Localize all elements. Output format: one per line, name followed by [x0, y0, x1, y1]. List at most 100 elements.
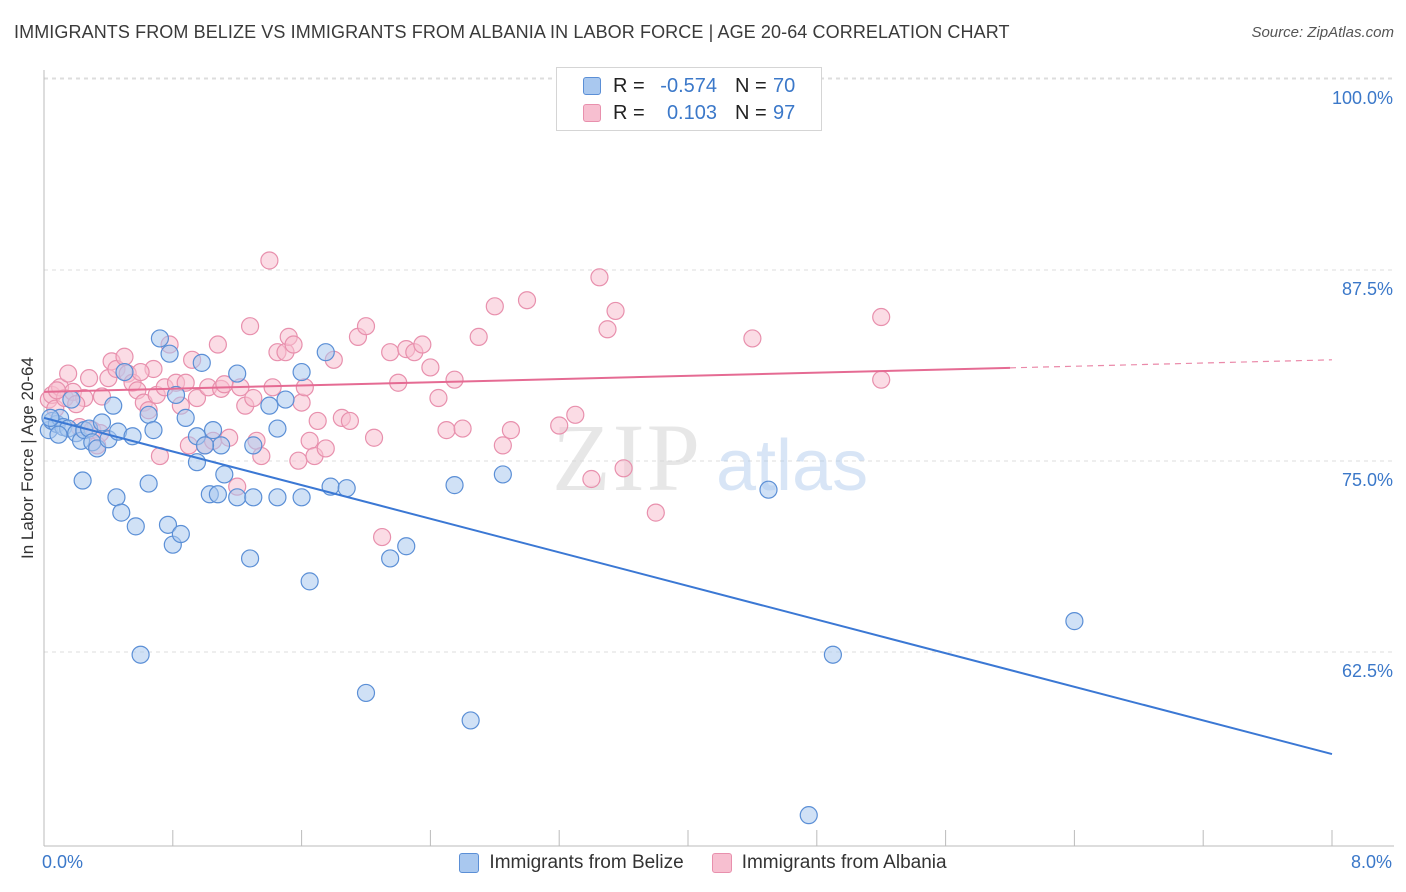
- albania-point: [292, 393, 311, 412]
- belize-point: [212, 436, 231, 455]
- belize-point: [176, 408, 195, 427]
- belize-point: [92, 413, 112, 432]
- y-tick-labels: 62.5% 75.0% 87.5% 100.0%: [1332, 88, 1393, 681]
- series-legend-albania[interactable]: Immigrants from Albania: [711, 852, 947, 874]
- belize-swatch: [583, 77, 601, 95]
- x-tick-max: 8.0%: [1350, 852, 1392, 872]
- albania-point: [381, 343, 400, 362]
- albania-point: [469, 327, 488, 346]
- belize-r-value: -0.574: [660, 74, 717, 97]
- belize-point: [203, 421, 223, 440]
- belize-point: [150, 329, 170, 348]
- belize-point: [115, 362, 134, 382]
- belize-point: [337, 479, 356, 498]
- belize-point: [139, 405, 158, 424]
- belize-point: [260, 396, 279, 415]
- albania-point: [429, 388, 448, 408]
- albania-r-label: R =: [613, 101, 645, 124]
- albania-point: [244, 388, 263, 408]
- albania-point: [437, 421, 456, 440]
- albania-point: [316, 439, 335, 458]
- belize-point: [759, 480, 778, 499]
- belize-point: [139, 474, 158, 493]
- belize-point: [461, 711, 480, 730]
- albania-point: [453, 419, 472, 438]
- watermark: ZIP atlas: [552, 404, 868, 511]
- belize-point: [244, 488, 263, 507]
- albania-point: [743, 329, 762, 348]
- belize-point: [292, 362, 311, 382]
- albania-point: [187, 388, 207, 408]
- albania-point: [308, 411, 327, 431]
- series-legend-belize[interactable]: Immigrants from Belize: [459, 852, 684, 874]
- albania-point: [501, 421, 520, 440]
- albania-point: [485, 297, 504, 316]
- series-legend: Immigrants from Belize Immigrants from A…: [0, 852, 1406, 874]
- belize-point: [381, 549, 400, 568]
- legend-row-albania: R = 0.103 N = 97: [583, 100, 795, 126]
- belize-point: [228, 364, 247, 383]
- belize-point: [228, 488, 247, 507]
- albania-n-label: N =: [735, 101, 767, 124]
- watermark-atlas: atlas: [716, 426, 868, 506]
- belize-point: [240, 549, 260, 568]
- belize-point: [244, 436, 263, 455]
- albania-point: [176, 373, 195, 392]
- belize-point: [356, 683, 376, 703]
- belize-point: [300, 572, 319, 591]
- albania-point: [493, 436, 512, 455]
- albania-point: [59, 364, 78, 383]
- belize-point: [493, 465, 512, 484]
- belize-legend-label: Immigrants from Belize: [489, 852, 684, 873]
- albania-point: [590, 268, 609, 287]
- belize-n-value: 70: [773, 74, 796, 97]
- trend-lines: [43, 359, 1333, 756]
- albania-trend-line-extension: [1009, 359, 1333, 369]
- belize-point: [62, 390, 81, 409]
- y-tick-label: 87.5%: [1342, 279, 1393, 299]
- belize-point: [73, 471, 92, 490]
- albania-point: [373, 527, 392, 547]
- albania-r-value: 0.103: [666, 101, 717, 124]
- belize-point: [445, 476, 464, 495]
- belize-point: [41, 408, 60, 427]
- belize-point: [292, 488, 311, 507]
- albania-point: [872, 370, 891, 389]
- albania-point: [364, 428, 384, 447]
- albania-point: [421, 358, 440, 377]
- belize-legend-swatch: [459, 853, 480, 873]
- albania-point: [550, 416, 569, 435]
- x-tick-min: 0.0%: [42, 852, 84, 872]
- albania-point: [300, 431, 319, 450]
- albania-point: [289, 451, 308, 470]
- albania-point: [646, 503, 665, 522]
- albania-point: [872, 307, 891, 327]
- albania-point: [47, 381, 66, 400]
- albania-trend-line: [43, 366, 1011, 393]
- albania-legend-swatch: [711, 853, 732, 873]
- belize-point: [215, 465, 234, 484]
- belize-point: [268, 419, 287, 438]
- belize-point: [49, 425, 68, 444]
- albania-point: [356, 317, 376, 336]
- belize-points: [39, 329, 1084, 825]
- albania-point: [413, 335, 432, 354]
- albania-point: [79, 369, 99, 388]
- albania-point: [284, 335, 303, 354]
- y-tick-label: 75.0%: [1342, 470, 1393, 490]
- albania-point: [517, 291, 537, 310]
- belize-point: [171, 524, 190, 544]
- belize-point: [208, 485, 227, 504]
- belize-point: [195, 436, 215, 455]
- legend-row-belize: R = -0.574 N = 70: [583, 73, 795, 99]
- albania-point: [295, 378, 314, 397]
- belize-point: [1065, 612, 1084, 631]
- belize-point: [397, 537, 416, 556]
- belize-point: [107, 488, 126, 507]
- chart-title: IMMIGRANTS FROM BELIZE VS IMMIGRANTS FRO…: [14, 22, 1010, 42]
- source-label: Source: ZipAtlas.com: [1251, 24, 1394, 41]
- albania-swatch: [583, 104, 601, 122]
- belize-point: [158, 515, 178, 534]
- belize-point: [316, 343, 335, 362]
- belize-point: [268, 488, 287, 507]
